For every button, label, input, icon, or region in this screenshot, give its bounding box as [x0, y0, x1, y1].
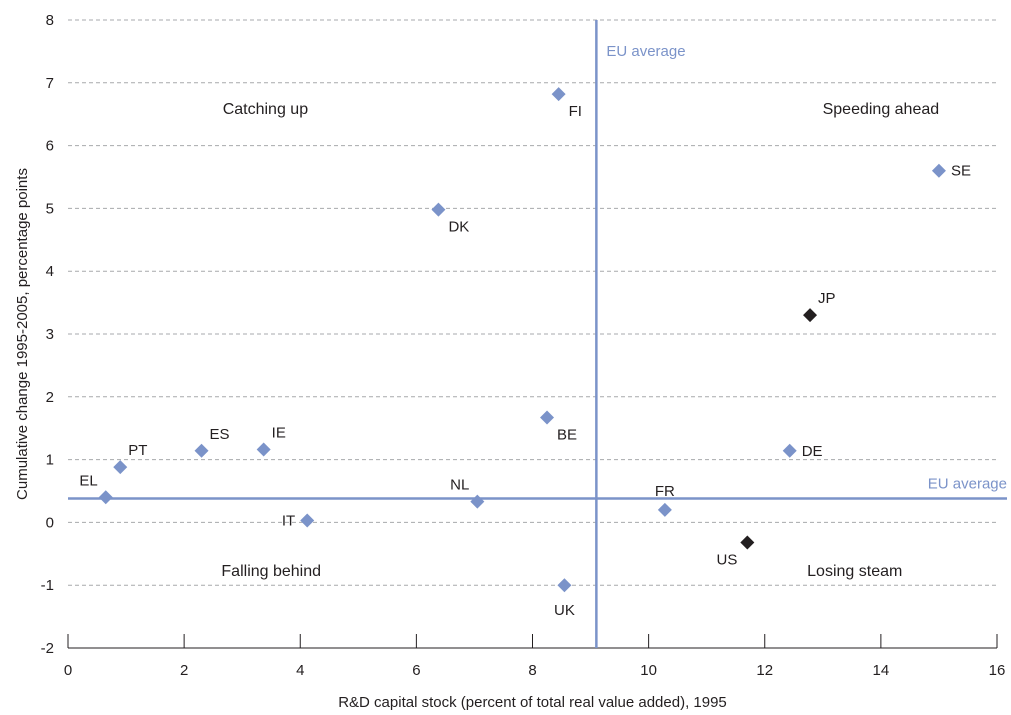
reference-lines: EU average EU average [68, 20, 1007, 648]
x-tick-label: 4 [296, 662, 304, 679]
point-label-dk: DK [448, 219, 469, 236]
point-fr [657, 502, 672, 517]
data-points: FI SE DK JP BE DE IE ES PT EL NL FR IT US UK [79, 87, 971, 619]
point-dk [431, 202, 446, 217]
x-tick-label: 6 [412, 662, 420, 679]
y-tick-label: 4 [46, 263, 54, 280]
point-jp [803, 308, 818, 323]
y-tick-label: 2 [46, 389, 54, 406]
y-tick-label: 8 [46, 12, 54, 29]
point-label-de: DE [802, 443, 823, 460]
quadrant-label: Losing steam [807, 563, 902, 580]
y-tick-label: -1 [41, 577, 54, 594]
point-es [194, 443, 209, 458]
y-tick-label: 3 [46, 326, 54, 343]
quadrant-label: Catching up [223, 101, 308, 118]
x-tick-label: 10 [640, 662, 657, 679]
x-tick-label: 0 [64, 662, 72, 679]
point-se [931, 163, 946, 178]
point-label-pt: PT [128, 442, 147, 459]
point-label-se: SE [951, 163, 971, 180]
point-de [782, 443, 797, 458]
quadrant-label: Falling behind [221, 563, 321, 580]
point-it [300, 513, 315, 528]
point-ie [256, 442, 271, 457]
x-axis-title: R&D capital stock (percent of total real… [338, 694, 727, 711]
x-tick-label: 2 [180, 662, 188, 679]
y-tick-label: 0 [46, 514, 54, 531]
point-label-jp: JP [818, 290, 836, 307]
y-tick-label: 7 [46, 75, 54, 92]
point-el [98, 490, 113, 505]
y-tick-label: 1 [46, 452, 54, 469]
y-axis-title: Cumulative change 1995-2005, percentage … [14, 168, 31, 500]
point-pt [113, 460, 128, 475]
point-label-es: ES [210, 426, 230, 443]
eu-average-horizontal-label: EU average [928, 476, 1007, 493]
point-nl [470, 494, 485, 509]
x-tick-label: 8 [528, 662, 536, 679]
point-label-uk: UK [554, 602, 575, 619]
point-label-us: US [716, 551, 737, 568]
point-label-fr: FR [655, 483, 675, 500]
point-label-el: EL [79, 472, 97, 489]
y-tick-label: 5 [46, 200, 54, 217]
quadrant-label: Speeding ahead [823, 101, 940, 118]
point-label-fi: FI [569, 103, 582, 120]
x-tick-label: 12 [756, 662, 773, 679]
grid-lines [68, 19, 997, 586]
point-label-ie: IE [272, 425, 286, 442]
point-uk [557, 578, 572, 593]
quadrant-labels: Catching up Speeding ahead Falling behind L… [221, 101, 939, 580]
point-be [540, 410, 555, 425]
point-us [740, 535, 755, 550]
point-label-be: BE [557, 427, 577, 444]
point-fi [551, 87, 566, 102]
y-tick-label: 6 [46, 138, 54, 155]
x-tick-label: 14 [873, 662, 890, 679]
point-label-nl: NL [450, 477, 469, 494]
x-tick-label: 16 [989, 662, 1006, 679]
point-label-it: IT [282, 513, 295, 530]
y-tick-label: -2 [41, 640, 54, 657]
eu-average-vertical-label: EU average [606, 43, 685, 60]
